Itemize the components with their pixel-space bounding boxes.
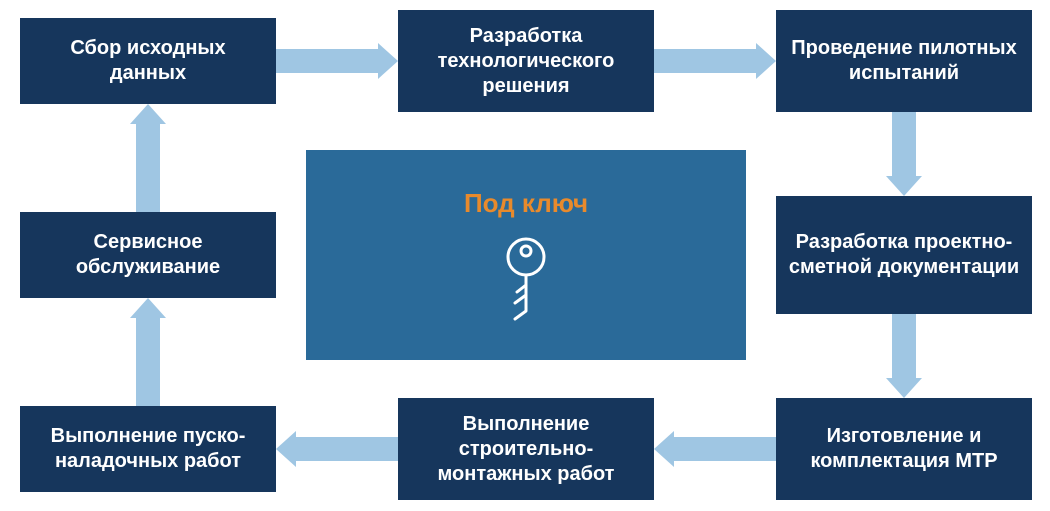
node-n4: Разработка проектно-сметной документации bbox=[776, 196, 1032, 314]
arrow-a45 bbox=[892, 314, 916, 398]
node-label: Сбор исходных данных bbox=[30, 36, 266, 86]
node-label: Разработка технологического решения bbox=[408, 24, 644, 99]
arrow-a12 bbox=[276, 49, 398, 73]
arrow-a67 bbox=[276, 437, 398, 461]
node-label: Выполнение строительно-монтажных работ bbox=[408, 412, 644, 487]
node-label: Сервисное обслуживание bbox=[30, 230, 266, 280]
center-title: Под ключ bbox=[464, 188, 588, 219]
center-box: Под ключ bbox=[306, 150, 746, 360]
node-label: Выполнение пуско-наладочных работ bbox=[30, 424, 266, 474]
arrow-a34 bbox=[892, 112, 916, 196]
arrow-a56 bbox=[654, 437, 776, 461]
node-n1: Сбор исходных данных bbox=[20, 18, 276, 104]
node-n8: Сервисное обслуживание bbox=[20, 212, 276, 298]
node-n5: Изготовление и комплектация МТР bbox=[776, 398, 1032, 500]
node-n3: Проведение пилотных испытаний bbox=[776, 10, 1032, 112]
arrow-a23 bbox=[654, 49, 776, 73]
arrow-a78 bbox=[136, 298, 160, 406]
node-label: Изготовление и комплектация МТР bbox=[786, 424, 1022, 474]
node-label: Проведение пилотных испытаний bbox=[786, 36, 1022, 86]
arrow-a81 bbox=[136, 104, 160, 212]
flowchart-stage: Под ключ Сбор исходных данных Разработка… bbox=[0, 0, 1050, 511]
node-n6: Выполнение строительно-монтажных работ bbox=[398, 398, 654, 500]
key-icon bbox=[491, 233, 561, 323]
node-n2: Разработка технологического решения bbox=[398, 10, 654, 112]
node-label: Разработка проектно-сметной документации bbox=[786, 230, 1022, 280]
node-n7: Выполнение пуско-наладочных работ bbox=[20, 406, 276, 492]
